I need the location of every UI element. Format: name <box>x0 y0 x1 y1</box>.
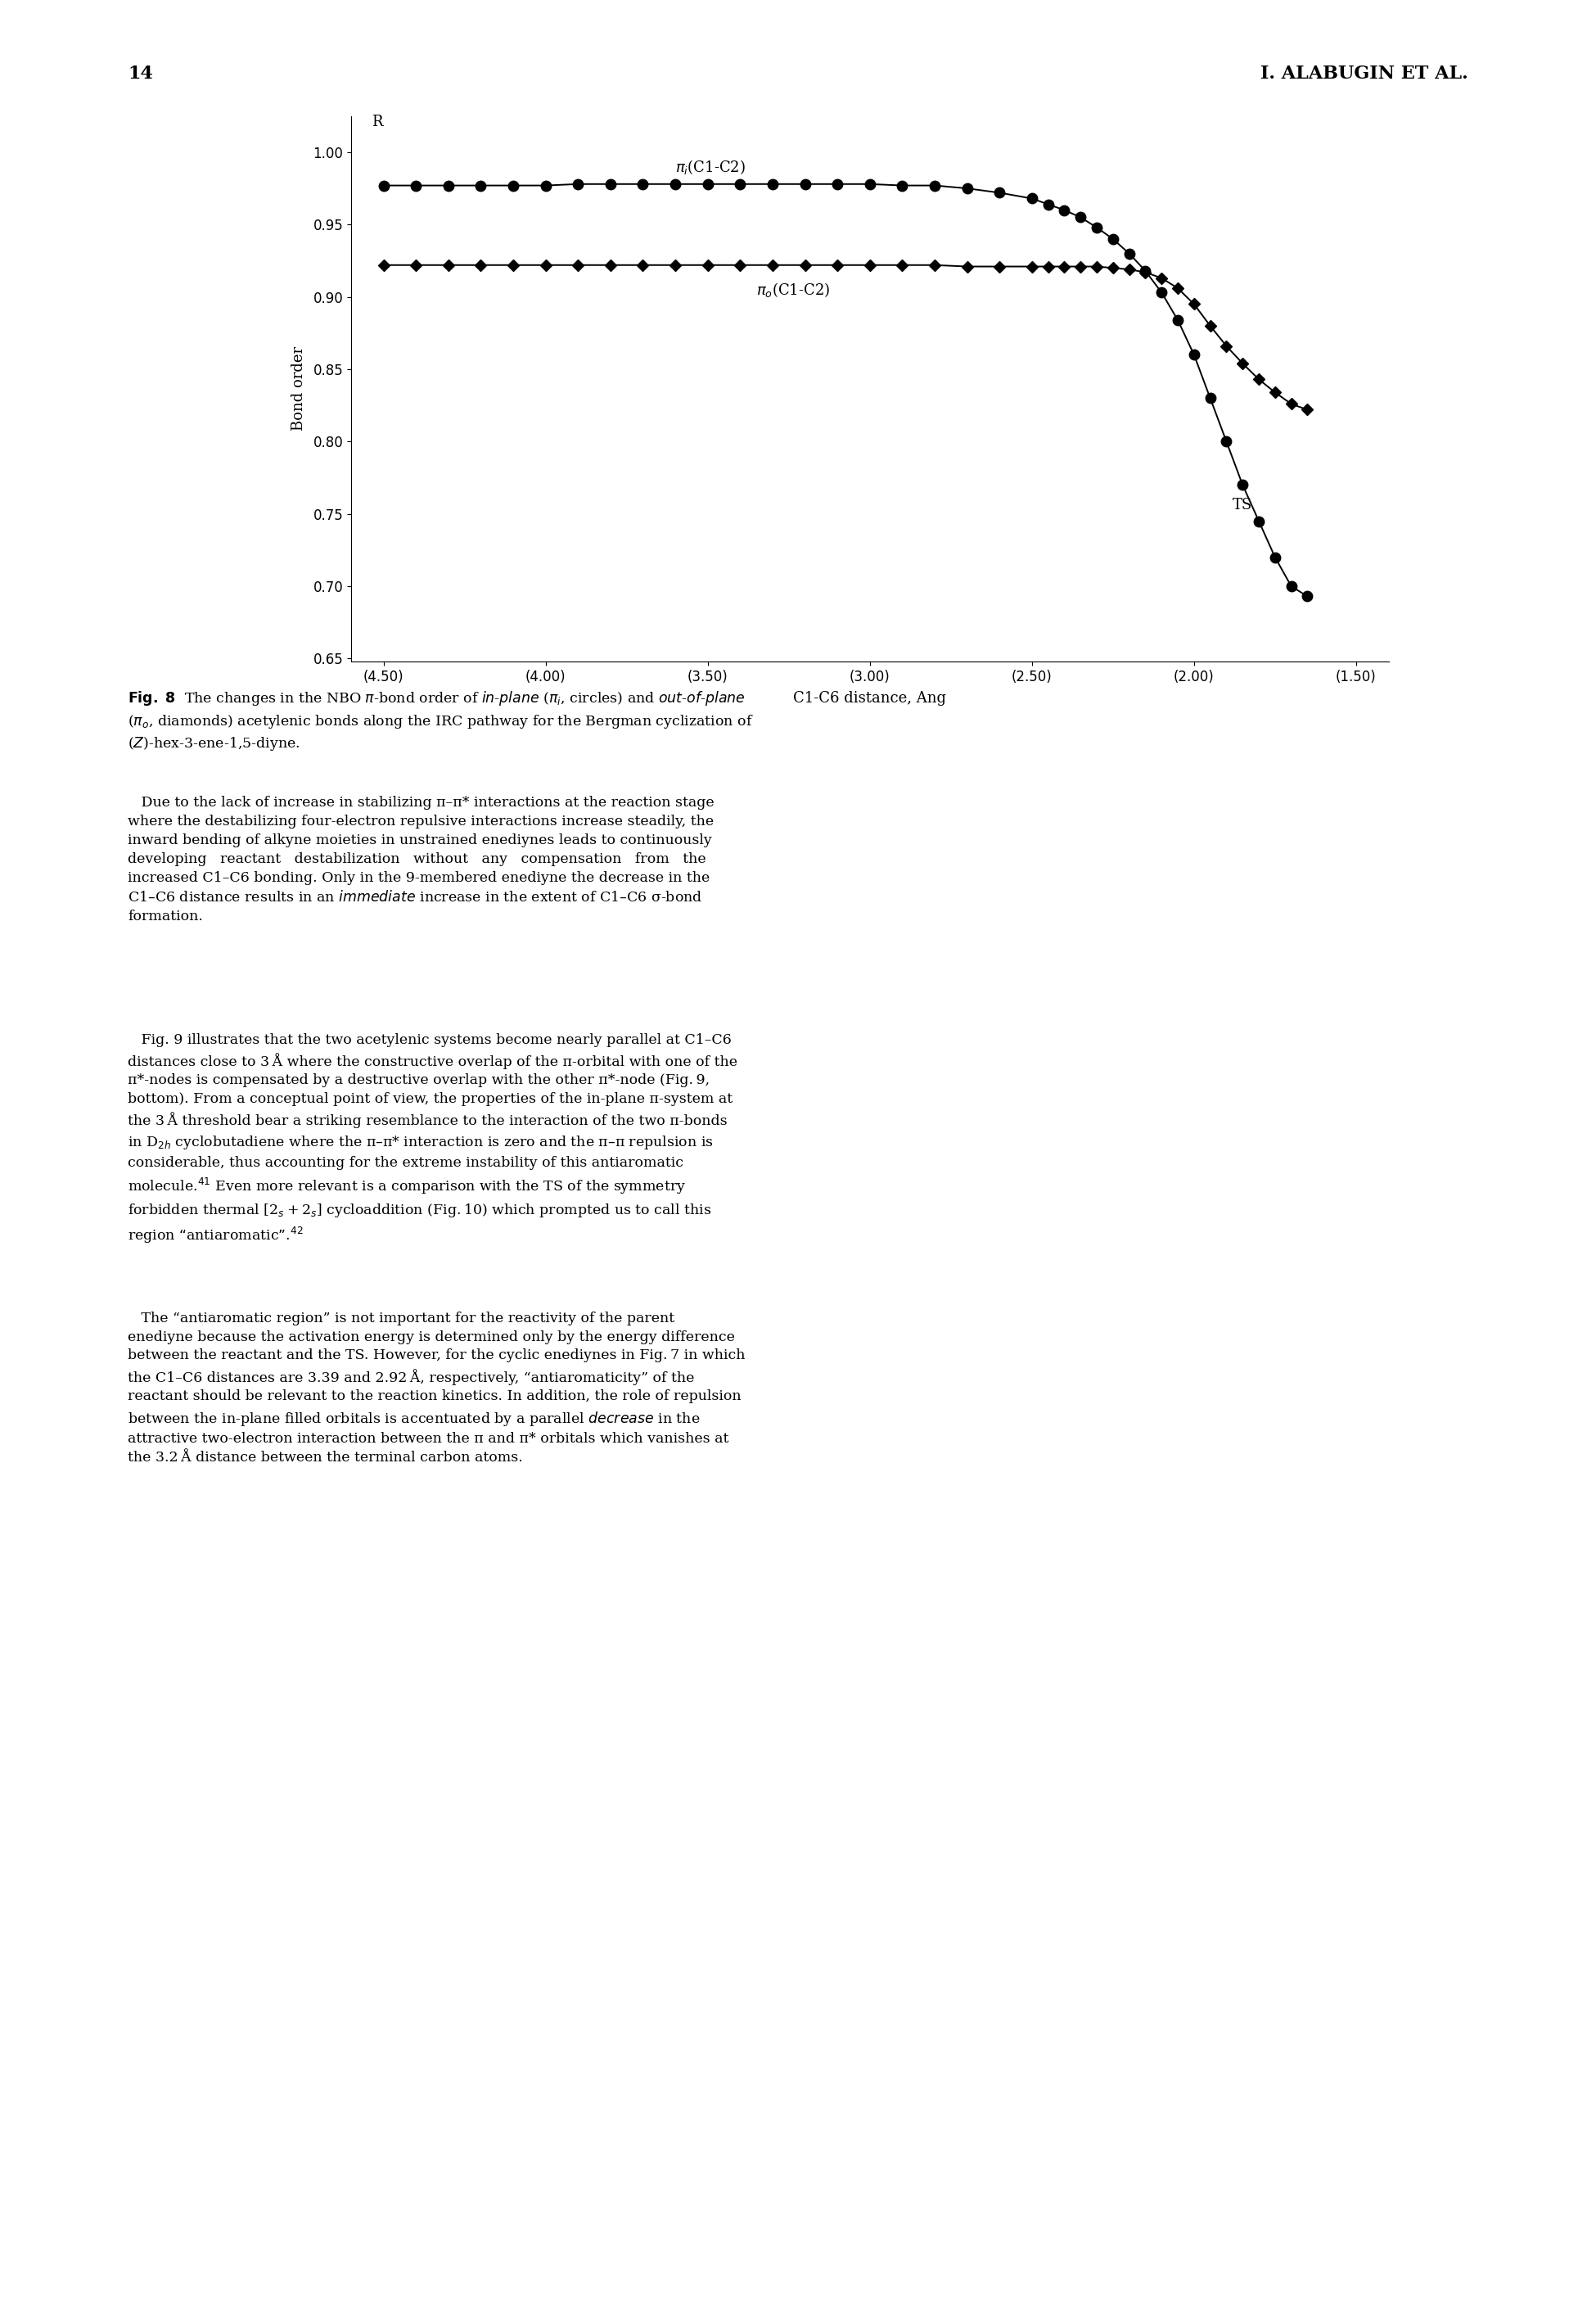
Text: R: R <box>372 114 383 130</box>
Text: Due to the lack of increase in stabilizing π–π* interactions at the reaction sta: Due to the lack of increase in stabilizi… <box>128 796 715 924</box>
Text: $\mathbf{Fig.\ 8}$  The changes in the NBO $\pi$-bond order of $\mathit{in}$-$\m: $\mathbf{Fig.\ 8}$ The changes in the NB… <box>128 689 753 752</box>
Text: $\pi_o$(C1-C2): $\pi_o$(C1-C2) <box>757 281 830 299</box>
Text: 14: 14 <box>128 65 153 84</box>
Text: TS: TS <box>1232 499 1253 513</box>
Text: Fig. 9 illustrates that the two acetylenic systems become nearly parallel at C1–: Fig. 9 illustrates that the two acetylen… <box>128 1033 737 1246</box>
Text: I. ALABUGIN ET AL.: I. ALABUGIN ET AL. <box>1261 65 1468 84</box>
X-axis label: C1-C6 distance, Ang: C1-C6 distance, Ang <box>793 692 946 706</box>
Text: The “antiaromatic region” is not important for the reactivity of the parent
ened: The “antiaromatic region” is not importa… <box>128 1311 745 1465</box>
Y-axis label: Bond order: Bond order <box>292 346 306 432</box>
Text: $\pi_i$(C1-C2): $\pi_i$(C1-C2) <box>675 158 745 176</box>
